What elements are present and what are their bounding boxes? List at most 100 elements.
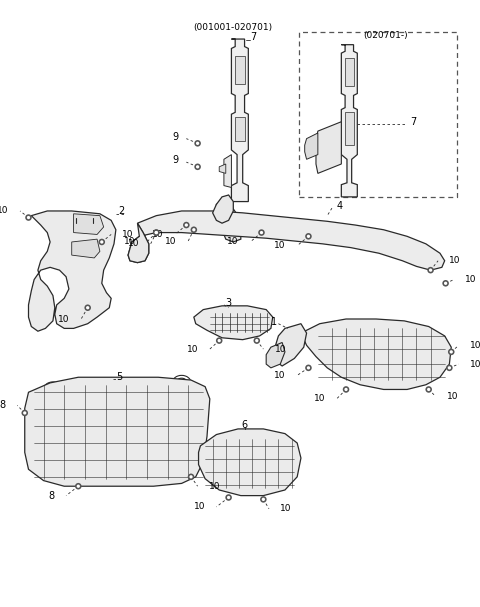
Text: 10: 10	[122, 230, 134, 239]
Circle shape	[255, 339, 258, 342]
Circle shape	[188, 473, 194, 480]
Text: 10: 10	[275, 371, 286, 380]
Polygon shape	[345, 58, 354, 86]
Circle shape	[192, 228, 195, 231]
Polygon shape	[316, 122, 341, 174]
Polygon shape	[213, 195, 233, 223]
Circle shape	[427, 267, 434, 273]
Circle shape	[446, 365, 453, 371]
Circle shape	[98, 239, 105, 245]
Circle shape	[448, 366, 451, 370]
Text: 7: 7	[250, 32, 256, 42]
Text: 1: 1	[271, 317, 277, 327]
Text: 10: 10	[128, 239, 139, 248]
Text: (001001-020701): (001001-020701)	[194, 23, 273, 32]
Circle shape	[22, 410, 28, 416]
Text: 10: 10	[124, 237, 135, 246]
Text: 9: 9	[173, 132, 179, 142]
Circle shape	[260, 231, 263, 234]
Text: 10: 10	[209, 482, 220, 490]
Circle shape	[153, 229, 159, 236]
Polygon shape	[194, 306, 273, 340]
Text: 10: 10	[166, 237, 177, 245]
Text: 10: 10	[470, 341, 480, 350]
Circle shape	[196, 141, 199, 145]
Circle shape	[225, 494, 232, 501]
Text: 8: 8	[0, 401, 6, 410]
Circle shape	[444, 282, 447, 285]
Circle shape	[27, 216, 30, 219]
Text: 10: 10	[228, 237, 239, 246]
Polygon shape	[305, 133, 318, 159]
Circle shape	[429, 268, 432, 272]
Circle shape	[217, 339, 221, 342]
Text: 9: 9	[173, 155, 179, 165]
Text: 6: 6	[241, 420, 248, 430]
Circle shape	[185, 223, 188, 226]
Circle shape	[194, 163, 201, 170]
Circle shape	[155, 231, 158, 234]
Polygon shape	[345, 112, 354, 145]
Circle shape	[443, 280, 449, 287]
Text: 10: 10	[465, 275, 477, 284]
Text: 10: 10	[187, 345, 199, 353]
Circle shape	[305, 365, 312, 371]
Circle shape	[425, 386, 432, 393]
Circle shape	[190, 475, 192, 478]
Text: 10: 10	[470, 359, 480, 368]
Circle shape	[344, 388, 348, 391]
Text: 10: 10	[314, 395, 325, 404]
Circle shape	[191, 226, 197, 233]
Polygon shape	[25, 377, 210, 486]
Text: 10: 10	[449, 256, 461, 265]
Circle shape	[448, 348, 455, 355]
Text: 2: 2	[119, 206, 125, 216]
Text: (020701-): (020701-)	[363, 31, 408, 40]
Text: 10: 10	[152, 230, 164, 239]
Circle shape	[307, 235, 310, 238]
Polygon shape	[216, 202, 241, 242]
Polygon shape	[73, 214, 104, 234]
Polygon shape	[219, 164, 226, 174]
Text: 10: 10	[275, 241, 286, 250]
Circle shape	[23, 412, 26, 415]
Circle shape	[77, 484, 80, 488]
Polygon shape	[28, 211, 116, 331]
Circle shape	[262, 498, 265, 501]
Circle shape	[194, 140, 201, 147]
Text: 3: 3	[226, 298, 232, 308]
Circle shape	[75, 483, 82, 489]
Polygon shape	[235, 117, 245, 140]
Bar	[299, 32, 457, 197]
Polygon shape	[231, 39, 248, 202]
Text: 5: 5	[116, 372, 122, 382]
Polygon shape	[128, 211, 444, 270]
Circle shape	[155, 231, 158, 234]
Circle shape	[450, 350, 453, 353]
Circle shape	[86, 306, 89, 310]
Text: 10: 10	[446, 392, 458, 401]
Polygon shape	[341, 45, 357, 197]
Circle shape	[305, 233, 312, 240]
Circle shape	[258, 229, 265, 236]
Circle shape	[25, 214, 32, 221]
Circle shape	[307, 366, 310, 370]
Text: 4: 4	[336, 202, 343, 211]
Circle shape	[260, 496, 267, 503]
Circle shape	[153, 229, 159, 236]
Polygon shape	[199, 429, 301, 495]
Polygon shape	[301, 319, 451, 390]
Circle shape	[100, 240, 103, 243]
Text: 7: 7	[410, 117, 416, 127]
Circle shape	[343, 386, 349, 393]
Text: 8: 8	[48, 490, 55, 501]
Circle shape	[84, 305, 91, 311]
Polygon shape	[235, 56, 245, 84]
Text: 10: 10	[59, 314, 70, 324]
Text: 10: 10	[280, 504, 292, 514]
Polygon shape	[72, 239, 100, 258]
Text: 10: 10	[0, 206, 9, 215]
Polygon shape	[224, 155, 231, 188]
Polygon shape	[276, 324, 307, 366]
Circle shape	[427, 388, 431, 391]
